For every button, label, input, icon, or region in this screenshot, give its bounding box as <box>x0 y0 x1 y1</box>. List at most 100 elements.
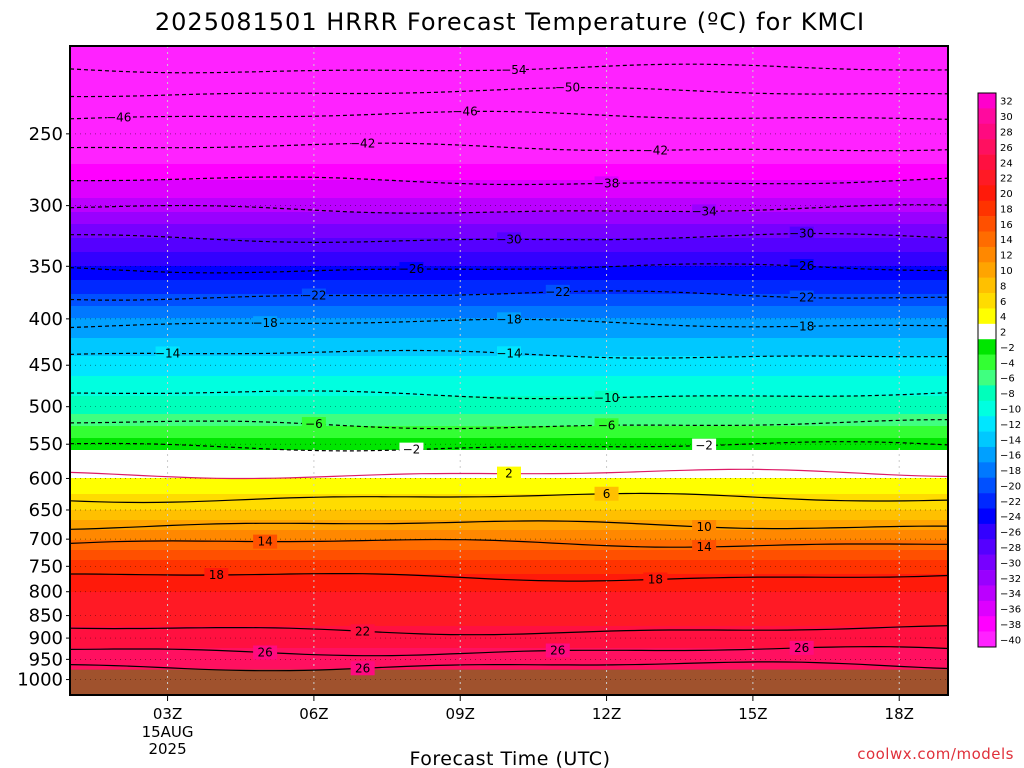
y-tick-label: 250 <box>29 124 63 145</box>
temperature-band <box>70 102 948 105</box>
temperature-band <box>70 258 948 261</box>
temperature-band <box>70 100 948 103</box>
colorbar-swatch <box>978 154 996 171</box>
contour-label-bg <box>594 176 619 191</box>
contour-line <box>69 142 949 152</box>
colorbar-swatch <box>978 385 996 402</box>
contour-label-bg <box>789 259 814 274</box>
y-axis: 2503003504004505005506006507007508008509… <box>17 124 70 691</box>
colorbar-label: −18 <box>1000 466 1021 477</box>
contour-label-bg <box>692 204 717 219</box>
contour-label-bg <box>497 232 521 247</box>
contour-line <box>69 349 949 359</box>
temperature-band <box>70 362 948 365</box>
colorbar-label: 26 <box>1000 143 1013 154</box>
x-tick-label: 03Z <box>153 705 182 723</box>
temperature-band <box>70 276 948 279</box>
contour-label-bg <box>594 486 619 501</box>
colorbar-label: −12 <box>1000 420 1021 431</box>
temperature-band <box>70 130 948 133</box>
temperature-band <box>70 390 948 393</box>
temperature-band <box>70 150 948 153</box>
temperature-band <box>70 554 948 557</box>
temperature-band <box>70 54 948 57</box>
y-tick-label: 1000 <box>17 670 63 691</box>
contour-label: −26 <box>789 259 814 273</box>
temperature-band <box>70 152 948 155</box>
colorbar-swatch <box>978 262 996 278</box>
contour-label-bg <box>350 661 375 676</box>
temperature-band <box>70 58 948 61</box>
temperature-band <box>70 272 948 275</box>
temperature-band <box>70 498 948 501</box>
contour-line <box>69 441 949 452</box>
contour-label: −30 <box>789 227 814 241</box>
colorbar-swatch <box>978 308 996 325</box>
contour-label-bg <box>497 312 521 327</box>
colorbar-swatch <box>978 200 996 217</box>
contour-label: −26 <box>399 262 424 276</box>
temperature-band <box>70 230 948 233</box>
temperature-band <box>70 136 948 139</box>
x-axis: 03Z 06Z 09Z 12Z 15Z 18Z <box>153 695 914 723</box>
temperature-band <box>70 222 948 225</box>
colorbar-label: 16 <box>1000 220 1013 231</box>
colorbar-swatch <box>978 370 996 386</box>
temperature-band <box>70 284 948 287</box>
temperature-band <box>70 338 948 341</box>
contour-label-bg <box>497 346 521 361</box>
temperature-band <box>70 552 948 555</box>
contour-label-bg <box>789 290 814 305</box>
colorbar-label: 32 <box>1000 97 1013 108</box>
temperature-band <box>70 608 948 611</box>
temperature-band <box>70 172 948 175</box>
temperature-band <box>70 178 948 181</box>
temperature-band <box>70 48 948 51</box>
temperature-band <box>70 542 948 545</box>
colorbar-swatch <box>978 231 996 248</box>
temperature-band <box>70 250 948 253</box>
temperature-band <box>70 418 948 421</box>
temperature-band <box>70 576 948 579</box>
temperature-band <box>70 442 948 445</box>
temperature-band <box>70 88 948 91</box>
temperature-band <box>70 280 948 283</box>
colorbar-swatch <box>978 108 996 125</box>
temperature-band <box>70 504 948 507</box>
contour-label: 26 <box>794 641 809 655</box>
contour-label-bg <box>106 110 131 125</box>
temperature-band <box>70 300 948 303</box>
temperature-band <box>70 620 948 623</box>
temperature-band <box>70 388 948 391</box>
temperature-band <box>70 604 948 607</box>
temperature-band <box>70 528 948 531</box>
temperature-band <box>70 380 948 383</box>
temperature-band <box>70 414 948 417</box>
temperature-band <box>70 562 948 565</box>
contour-label-bg <box>350 136 375 151</box>
colorbar-label: −40 <box>1000 635 1021 646</box>
contour-line <box>69 390 949 400</box>
temperature-band <box>70 626 948 629</box>
temperature-band <box>70 118 948 121</box>
temperature-band <box>70 430 948 433</box>
temperature-band <box>70 584 948 587</box>
colorbar-label: −14 <box>1000 435 1021 446</box>
temperature-band <box>70 378 948 381</box>
contour-label-bg <box>545 284 570 299</box>
temperature-band <box>70 214 948 217</box>
temperature-band <box>70 266 948 269</box>
colorbar-swatch <box>978 123 996 140</box>
temperature-band <box>70 52 948 55</box>
watermark-link[interactable]: coolwx.com/models <box>857 745 1014 763</box>
temperature-band <box>70 268 948 271</box>
temperature-band <box>70 138 948 141</box>
temperature-band <box>70 382 948 385</box>
temperature-band <box>70 526 948 529</box>
contour-label-bg <box>692 438 717 453</box>
contour-line <box>69 87 949 98</box>
temperature-band <box>70 50 948 53</box>
colorbar-swatch <box>978 631 996 648</box>
contour-label-bg <box>789 640 814 655</box>
temperature-band <box>70 98 948 101</box>
